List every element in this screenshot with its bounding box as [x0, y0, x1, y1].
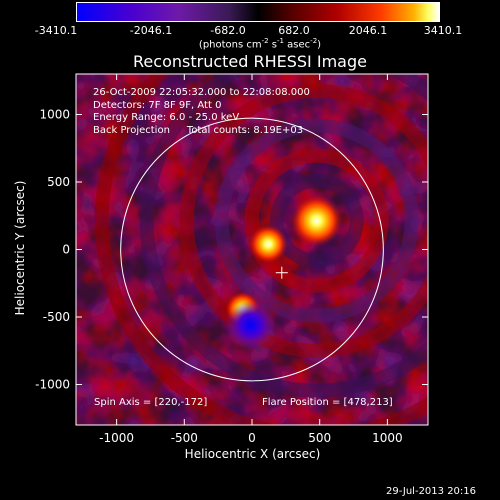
- y-tick-label: 1000: [39, 108, 70, 122]
- method-text: Back Projection: [93, 124, 170, 136]
- y-tick-label: -1000: [35, 378, 70, 392]
- spin-axis-text: Spin Axis = [220,-172]: [94, 397, 208, 408]
- negative-source: [225, 300, 276, 350]
- x-tick-label: 500: [308, 431, 331, 445]
- emission-source: [248, 224, 288, 264]
- spin-axis-marker: [275, 266, 288, 279]
- ring-artifact: [94, 74, 428, 425]
- colorbar-tick-label: 2046.1: [348, 24, 388, 37]
- x-tick-label: 1000: [372, 431, 403, 445]
- heatmap-image: [76, 74, 428, 425]
- y-tick-label: 0: [62, 243, 70, 257]
- emission-source: [290, 194, 343, 247]
- y-tick-label: -500: [43, 310, 70, 324]
- x-tick-label: -1000: [99, 431, 134, 445]
- x-tick-label: 0: [248, 431, 256, 445]
- colorbar-tick-label: -2046.1: [129, 24, 173, 37]
- solar-limb-circle: [120, 117, 384, 382]
- footer-date: 29-Jul-2013 20:16: [386, 486, 477, 497]
- y-tick-label: 500: [47, 175, 70, 189]
- colorbar-unit: (photons cm-2 s-1 asec-2): [198, 37, 322, 51]
- y-axis-label: Heliocentric Y (arcsec): [13, 180, 27, 316]
- ring-artifact: [139, 74, 428, 398]
- energy-range-text: Energy Range: 6.0 - 25.0 keV: [93, 112, 240, 123]
- ring-artifact: [244, 148, 389, 293]
- detectors-text: Detectors: 7F 8F 9F, Att 0: [93, 99, 222, 111]
- colorbar-tick-label: -3410.1: [34, 24, 78, 37]
- x-axis-label: Heliocentric X (arcsec): [184, 447, 321, 461]
- flare-position-text: Flare Position = [478,213]: [262, 397, 393, 408]
- ring-artifact: [214, 118, 419, 323]
- ring-artifact: [179, 83, 428, 358]
- x-tick-label: -500: [171, 431, 198, 445]
- time-range-text: 26-Oct-2009 22:05:32.000 to 22:08:08.000: [93, 87, 310, 98]
- colorbar: [76, 2, 440, 22]
- ring-artifact: [269, 173, 364, 268]
- colorbar-tick-label: 682.0: [278, 24, 310, 37]
- colorbar-tick-label: 3410.1: [423, 24, 463, 37]
- chart-title: Reconstructed RHESSI Image: [133, 52, 367, 71]
- colorbar-tick-label: -682.0: [210, 24, 246, 37]
- total-counts-text: Total counts: 8.19E+03: [186, 124, 304, 136]
- plot-annotations: 26-Oct-2009 22:05:32.000 to 22:08:08.000…: [93, 87, 310, 137]
